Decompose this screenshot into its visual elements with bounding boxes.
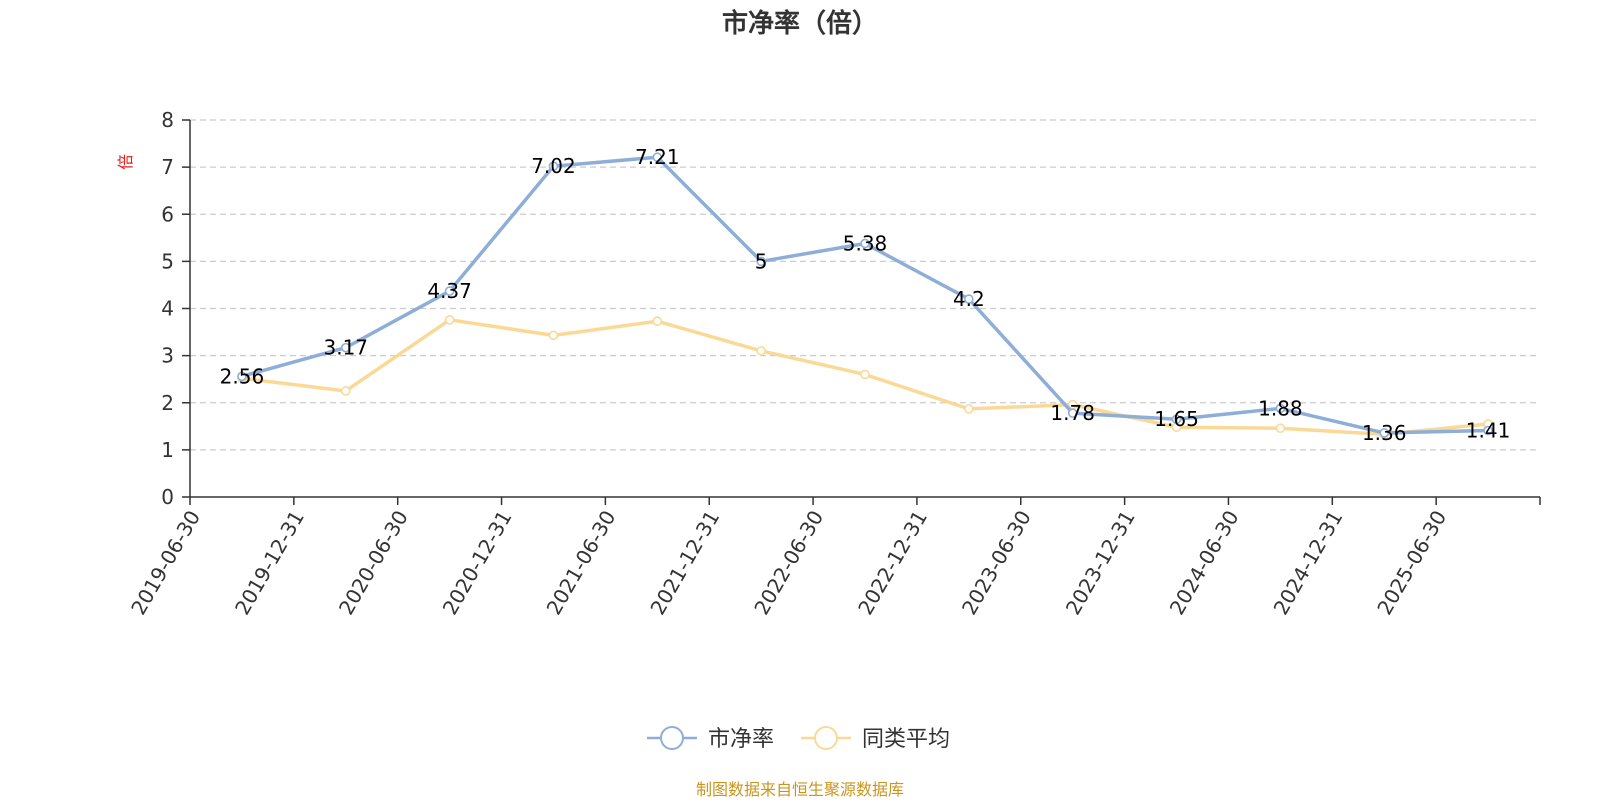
data-point xyxy=(964,404,974,414)
x-tick-label: 2021-12-31 xyxy=(645,506,724,619)
legend-label: 市净率 xyxy=(708,727,774,752)
y-tick-label: 4 xyxy=(161,297,174,321)
data-label: 1.41 xyxy=(1466,419,1511,443)
y-tick-label: 1 xyxy=(161,438,174,462)
data-label: 7.21 xyxy=(635,145,680,169)
data-point xyxy=(444,315,455,325)
y-tick-label: 8 xyxy=(161,108,174,132)
grid-lines xyxy=(190,119,1540,451)
data-point xyxy=(860,369,870,380)
data-point xyxy=(548,161,559,171)
x-tick-label: 2020-12-31 xyxy=(438,506,517,619)
y-tick-label: 2 xyxy=(161,391,174,415)
data-point xyxy=(548,330,559,341)
data-label: 7.02 xyxy=(531,154,576,178)
data-point xyxy=(1275,423,1286,433)
data-label: 5 xyxy=(755,249,768,273)
y-tick-label: 0 xyxy=(161,485,174,509)
x-tick-label: 2022-06-30 xyxy=(749,506,828,619)
data-label: 1.78 xyxy=(1050,401,1095,425)
data-point xyxy=(340,342,351,353)
data-label: 3.17 xyxy=(324,336,369,360)
axes: 0 1 2 3 4 5 6 7 8 2019-06-30 2019-12-31 2020-06-30 2… xyxy=(126,108,1541,619)
x-tick-label: 2022-12-31 xyxy=(853,506,932,619)
x-tick-label: 2019-06-30 xyxy=(126,506,205,619)
data-label: 1.88 xyxy=(1258,396,1303,420)
source-note: 制图数据来自恒生聚源数据库 xyxy=(696,780,904,799)
data-label: 4.37 xyxy=(427,279,472,303)
y-tick-label: 3 xyxy=(161,344,174,368)
data-label: 4.2 xyxy=(953,287,985,311)
data-point xyxy=(756,256,766,267)
data-point xyxy=(756,346,766,356)
data-point xyxy=(860,238,870,249)
series-lines xyxy=(237,152,1493,440)
data-point xyxy=(340,386,351,396)
x-tick-label: 2024-12-31 xyxy=(1268,506,1347,619)
x-tick-label: 2025-06-30 xyxy=(1372,506,1451,619)
legend[interactable]: 市净率 同类平均 xyxy=(647,726,950,752)
data-label: 5.38 xyxy=(843,231,888,255)
data-point xyxy=(1171,414,1182,425)
data-label: 2.56 xyxy=(220,364,265,388)
data-point xyxy=(1067,408,1078,418)
legend-marker xyxy=(814,726,838,750)
x-tick-label: 2019-12-31 xyxy=(230,506,309,619)
legend-item-0[interactable]: 市净率 xyxy=(647,726,774,752)
x-tick-label: 2024-06-30 xyxy=(1165,506,1244,619)
data-point xyxy=(1379,428,1390,438)
data-point xyxy=(444,286,455,296)
data-point xyxy=(237,371,247,382)
x-tick-label: 2021-06-30 xyxy=(542,506,621,619)
data-point xyxy=(652,152,663,163)
y-tick-label: 6 xyxy=(161,202,174,226)
data-point xyxy=(1275,403,1286,414)
x-tick-label: 2023-06-30 xyxy=(957,506,1036,619)
legend-marker xyxy=(660,726,684,750)
data-point xyxy=(964,294,974,304)
data-point xyxy=(1483,425,1493,436)
legend-item-1[interactable]: 同类平均 xyxy=(801,726,950,752)
y-tick-label: 7 xyxy=(161,155,174,179)
chart-title: 市净率（倍） xyxy=(722,8,878,39)
x-tick-label: 2020-06-30 xyxy=(334,506,413,619)
y-tick-label: 5 xyxy=(161,249,174,273)
data-label: 1.36 xyxy=(1362,421,1407,445)
data-point xyxy=(652,316,663,327)
x-tick-label: 2023-12-31 xyxy=(1061,506,1140,619)
data-labels: 2.56 3.17 4.37 7.02 7.21 5 5.38 4.2 1.78 1.65 1.88… xyxy=(220,145,1511,445)
y-axis-unit-label: 倍 xyxy=(116,154,135,170)
data-label: 1.65 xyxy=(1154,407,1199,431)
legend-label: 同类平均 xyxy=(862,727,950,752)
